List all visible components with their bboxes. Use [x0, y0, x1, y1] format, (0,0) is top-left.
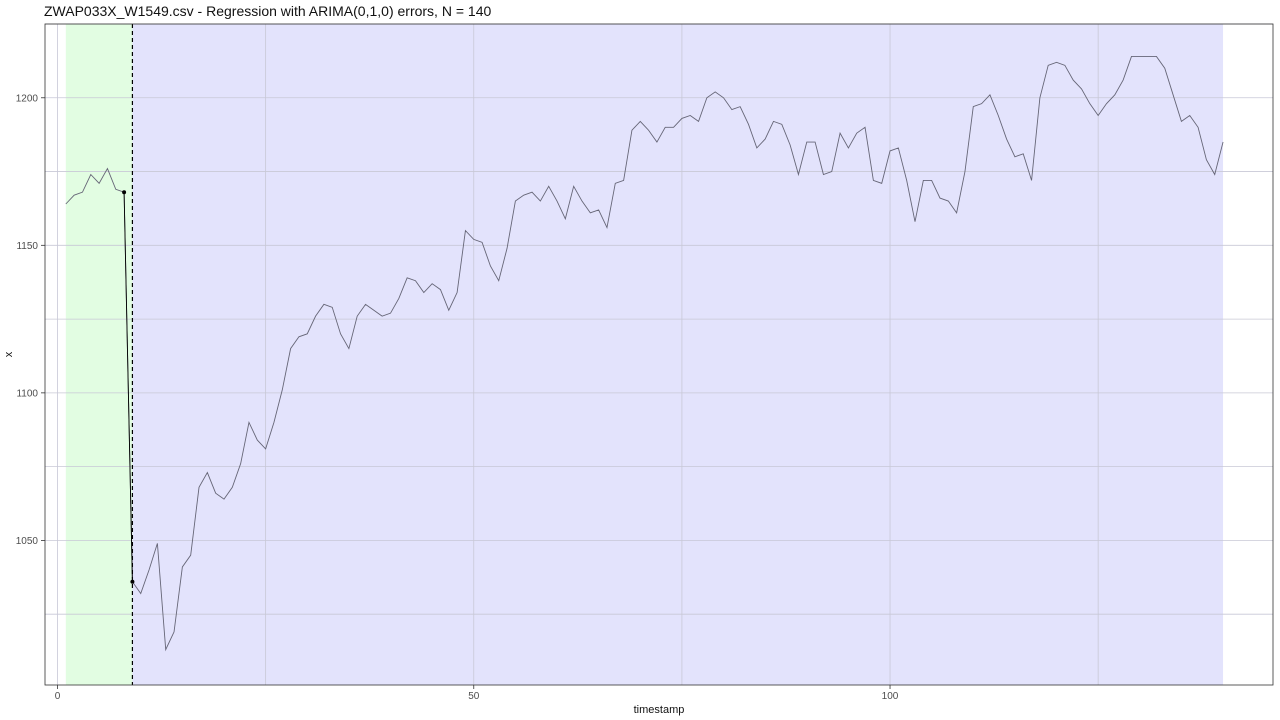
plot-frame: [44, 23, 1274, 686]
x-tick-label: 100: [882, 691, 899, 702]
x-tick-label: 50: [468, 691, 480, 702]
y-tick-label: 1200: [16, 93, 39, 104]
marks-layer: [122, 24, 135, 685]
y-axis: 1050 1100 1150 1200: [16, 93, 45, 547]
segment-mean-point-1: [122, 190, 127, 195]
series-line-1: [65, 56, 1224, 652]
chart-title: ZWAP033X_W1549.csv - Regression with ARI…: [44, 3, 492, 19]
x-axis-label: timestamp: [634, 704, 685, 716]
x-axis: 0 50 100: [55, 685, 899, 702]
y-tick-label: 1050: [16, 536, 39, 547]
series-layer: [65, 56, 1224, 652]
mean-shift-line: [123, 192, 133, 582]
x-tick-label: 0: [55, 691, 61, 702]
regions-layer: [65, 24, 1224, 685]
grid-layer: [45, 23, 1273, 685]
region-1: [65, 24, 133, 685]
y-axis-label: x: [3, 351, 15, 357]
segment-mean-point-2: [130, 579, 135, 584]
y-tick-label: 1100: [16, 388, 38, 399]
region-2: [132, 24, 1224, 685]
y-tick-label: 1150: [16, 241, 38, 252]
